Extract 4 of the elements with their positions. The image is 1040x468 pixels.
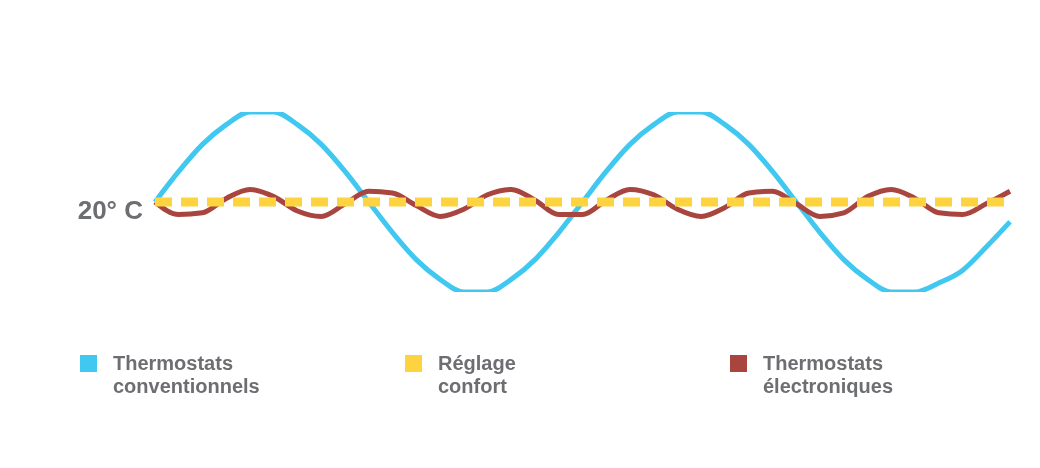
legend-label: Thermostats conventionnels (113, 352, 260, 398)
legend-label: Thermostats électroniques (763, 352, 894, 398)
legend-label: Réglage confort (438, 352, 516, 398)
text: 20° C (77, 194, 143, 226)
